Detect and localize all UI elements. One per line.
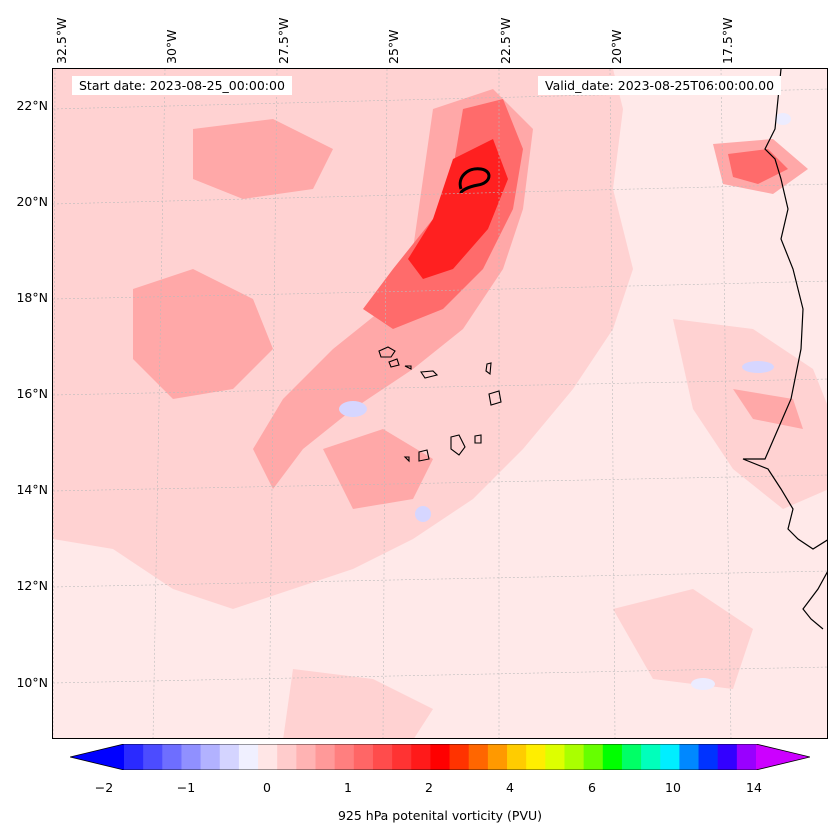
colorbar-tick: 4 <box>506 780 514 795</box>
pv-contour-mid-pink-nw <box>193 119 333 199</box>
colorbar-tick: −1 <box>176 780 196 795</box>
pv-contour-blue-1 <box>339 401 367 417</box>
lat-label-18n: 18°N <box>16 290 48 305</box>
colorbar-tick: −2 <box>94 780 114 795</box>
colorbar-segment <box>334 744 355 770</box>
pv-contour-blue-3 <box>742 361 774 373</box>
lon-label-27-5w: 27.5°W <box>276 17 291 64</box>
colorbar-segment <box>162 744 182 770</box>
colorbar-segment <box>449 744 470 770</box>
colorbar-tick: 10 <box>665 780 681 795</box>
pv-contour-blue-4 <box>775 113 791 125</box>
pv-field-map <box>53 69 827 738</box>
lon-label-20w: 20°W <box>609 29 624 64</box>
colorbar-segment <box>181 744 202 770</box>
colorbar-segment <box>717 744 738 770</box>
colorbar-segment <box>660 744 680 770</box>
colorbar-segment <box>583 744 604 770</box>
colorbar-segment <box>545 744 565 770</box>
colorbar-segment <box>411 744 431 770</box>
pv-contour-blue-2 <box>415 506 431 522</box>
lon-label-32-5w: 32.5°W <box>54 17 69 64</box>
pv-2pvu-contour <box>458 167 491 194</box>
pv-contour-light-pink-south <box>283 669 433 738</box>
lon-label-17-5w: 17.5°W <box>720 17 735 64</box>
pv-contour-mid-pink-c <box>323 429 433 509</box>
colorbar-segment <box>143 744 163 770</box>
colorbar-segment <box>219 744 240 770</box>
colorbar-tick: 1 <box>344 780 352 795</box>
colorbar-tick: 14 <box>746 780 762 795</box>
colorbar-segment <box>353 744 374 770</box>
lat-label-16n: 16°N <box>16 386 48 401</box>
colorbar-segment <box>736 744 757 770</box>
colorbar-segment <box>372 744 393 770</box>
colorbar-segment <box>277 744 297 770</box>
colorbar-segment <box>124 744 144 770</box>
lon-label-25w: 25°W <box>386 29 401 64</box>
colorbar-segment <box>698 744 719 770</box>
colorbar-segment <box>526 744 546 770</box>
pv-contour-blue-5 <box>691 678 715 690</box>
colorbar-segment <box>430 744 451 770</box>
lat-label-10n: 10°N <box>16 675 48 690</box>
lon-label-22-5w: 22.5°W <box>498 17 513 64</box>
colorbar-extend-high <box>756 744 810 770</box>
colorbar-segment <box>564 744 585 770</box>
lat-label-14n: 14°N <box>16 482 48 497</box>
pv-contour-mid-pink-e <box>733 389 803 429</box>
cape-verde-islands <box>378 346 502 463</box>
colorbar-segment <box>641 744 661 770</box>
colorbar-segment <box>200 744 221 770</box>
lat-label-12n: 12°N <box>16 578 48 593</box>
colorbar <box>70 744 810 770</box>
valid-date-label: Valid_date: 2023-08-25T06:00:00.00 <box>538 76 782 95</box>
colorbar-tick: 0 <box>263 780 271 795</box>
colorbar-segment <box>238 744 259 770</box>
colorbar-title: 925 hPa potenital vorticity (PVU) <box>337 808 543 823</box>
africa-coastline <box>742 69 827 550</box>
colorbar-segment <box>621 744 642 770</box>
africa-coastline-south <box>802 571 827 630</box>
pv-contour-mid-pink-w <box>133 269 273 399</box>
colorbar-segment <box>487 744 508 770</box>
colorbar-segment <box>392 744 412 770</box>
colorbar-segment <box>679 744 700 770</box>
colorbar-segment <box>468 744 489 770</box>
lat-label-22n: 22°N <box>16 98 48 113</box>
colorbar-segment <box>507 744 527 770</box>
pv-contour-strong-red <box>408 139 508 279</box>
lon-label-30w: 30°W <box>164 29 179 64</box>
colorbar-segment <box>602 744 623 770</box>
pv-contour-light-pink-se <box>613 589 753 689</box>
start-date-label: Start date: 2023-08-25_00:00:00 <box>72 76 292 95</box>
colorbar-extend-low <box>70 744 124 770</box>
colorbar-segment <box>315 744 336 770</box>
lat-label-20n: 20°N <box>16 194 48 209</box>
colorbar-segment <box>296 744 317 770</box>
colorbar-tick: 6 <box>588 780 596 795</box>
colorbar-tick: 2 <box>425 780 433 795</box>
colorbar-segment <box>258 744 278 770</box>
map-panel[interactable] <box>52 68 828 739</box>
